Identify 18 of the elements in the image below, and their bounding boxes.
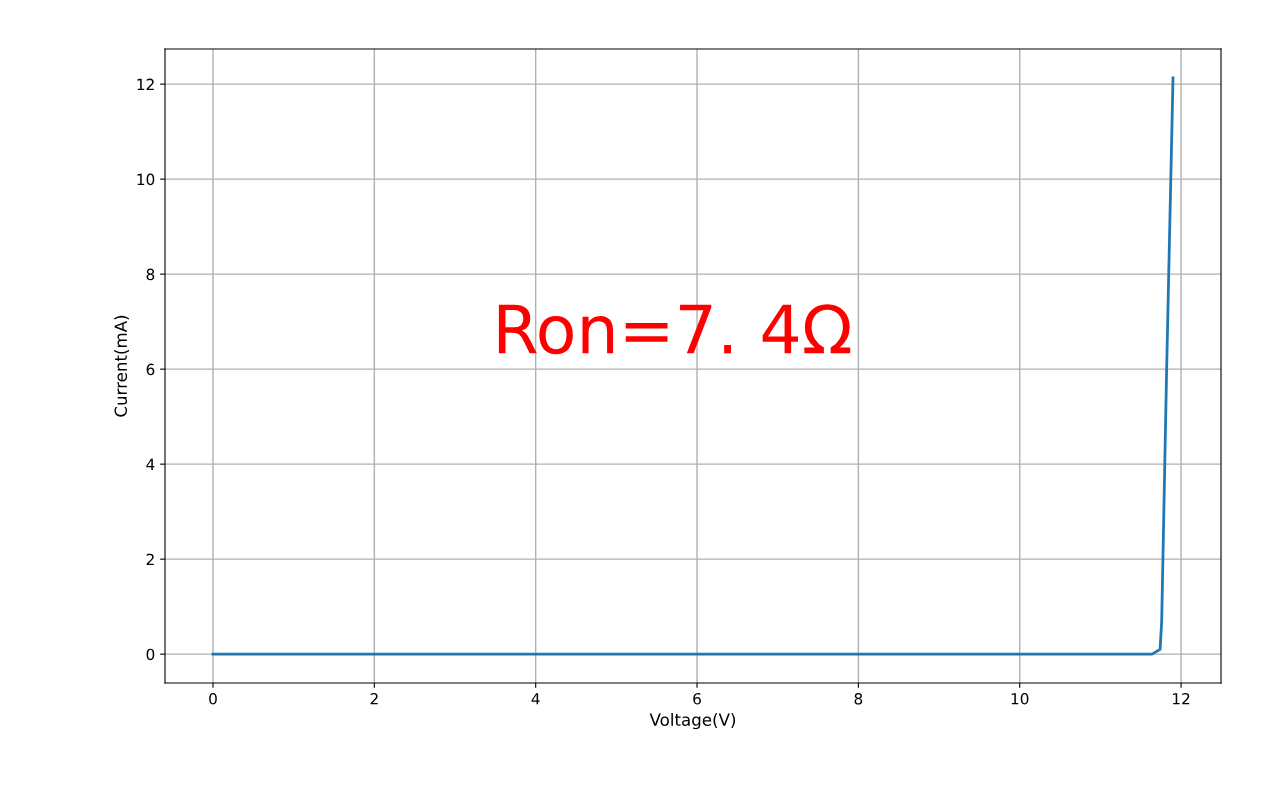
x-axis-title: Voltage(V): [649, 713, 736, 730]
x-tick-label: 0: [209, 692, 217, 705]
y-tick-label: 8: [146, 268, 155, 281]
y-tick-label: 6: [146, 363, 155, 376]
y-tick-label: 10: [137, 173, 155, 186]
x-tick-label: 8: [854, 692, 863, 705]
y-tick-label: 0: [146, 648, 155, 661]
x-tick-label: 2: [370, 692, 378, 705]
x-tick-label: 6: [693, 692, 701, 705]
line-series: [211, 76, 1175, 656]
y-tick-label: 4: [146, 458, 155, 470]
y-axis-title: Current(mA): [114, 315, 130, 417]
y-tick-label: 2: [146, 553, 154, 565]
annotation: Ron=7. 4Ω: [498, 304, 851, 355]
x-tick-label: 4: [531, 693, 540, 705]
x-tick-label: 10: [1011, 692, 1029, 705]
x-tick-label: 12: [1173, 692, 1190, 705]
y-tick-label: 12: [137, 78, 154, 90]
